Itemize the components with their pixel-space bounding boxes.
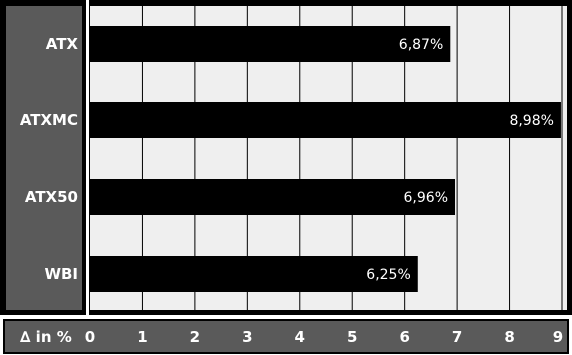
category-label: WBI xyxy=(44,265,78,283)
x-tick-label: 4 xyxy=(295,328,305,346)
value-label: 8,98% xyxy=(509,113,553,129)
category-panel xyxy=(6,6,82,310)
bar xyxy=(90,256,418,292)
value-label: 6,25% xyxy=(366,267,410,283)
value-label: 6,87% xyxy=(399,37,443,53)
category-label: ATX xyxy=(46,35,79,53)
value-labels: 6,87% 8,98% 6,96% 6,25% xyxy=(366,37,554,283)
category-labels: ATX ATXMC ATX50 WBI xyxy=(20,35,79,283)
x-tick-label: 0 xyxy=(85,328,95,346)
panel-separator xyxy=(86,0,89,315)
bars xyxy=(90,26,561,292)
x-tick-label: 7 xyxy=(452,328,462,346)
x-tick-label: 1 xyxy=(137,328,147,346)
bar xyxy=(90,26,451,62)
bar xyxy=(90,179,456,215)
category-label: ATXMC xyxy=(20,111,78,129)
x-tick-label: 3 xyxy=(242,328,252,346)
category-label: ATX50 xyxy=(25,188,78,206)
x-tick-label: 9 xyxy=(553,328,563,346)
x-tick-labels: 0 1 2 3 4 5 6 7 8 9 xyxy=(85,328,563,346)
x-tick-label: 2 xyxy=(190,328,200,346)
x-tick-label: 8 xyxy=(504,328,514,346)
x-tick-label: 6 xyxy=(399,328,409,346)
x-axis-label: ∆ in % xyxy=(20,328,72,346)
x-tick-label: 5 xyxy=(347,328,357,346)
axis-strip xyxy=(3,319,569,354)
value-label: 6,96% xyxy=(404,190,448,206)
bar xyxy=(90,102,561,138)
